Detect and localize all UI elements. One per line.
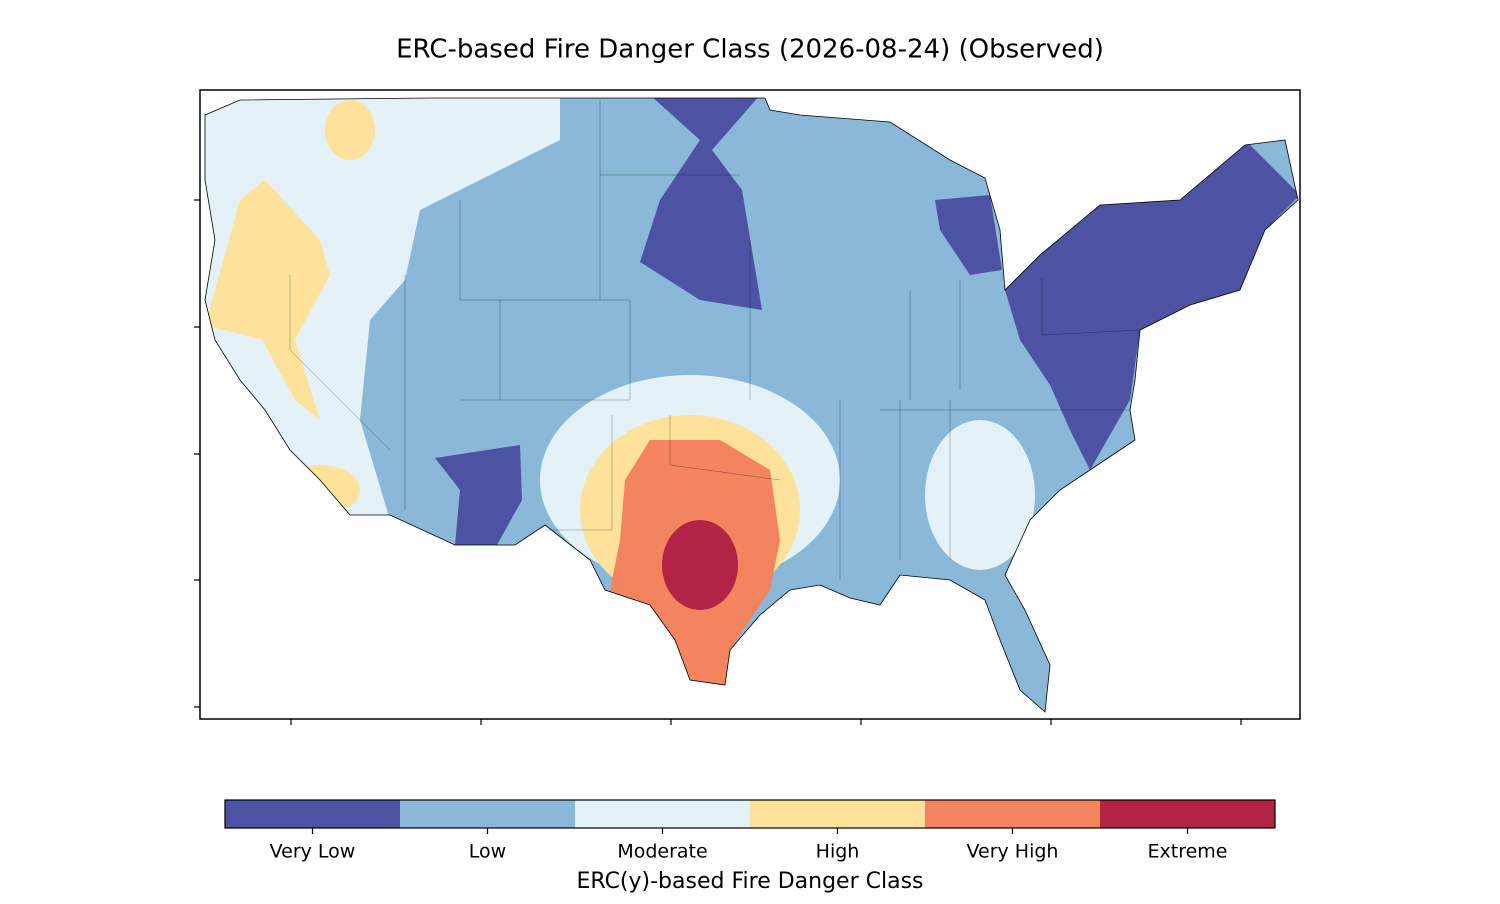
colorbar-segment: [575, 800, 751, 828]
region-very-low: [435, 445, 522, 545]
colorbar: Very Low Low Moderate High Very High Extreme: [225, 800, 1276, 863]
colorbar-class-label: Very High: [967, 841, 1059, 863]
colorbar-segment: [1100, 800, 1276, 828]
colorbar-segment: [925, 800, 1101, 828]
region-very-low: [935, 195, 1002, 275]
region-moderate: [925, 420, 1035, 570]
region-very-low: [640, 98, 762, 310]
colorbar-class-label: Moderate: [617, 841, 707, 863]
colorbar-segment: [225, 800, 401, 828]
region-high: [325, 100, 375, 160]
colorbar-frame: [224, 799, 1276, 829]
colorbar-segment: [750, 800, 926, 828]
colorbar-class-label: Low: [469, 841, 506, 863]
region-extreme: [662, 520, 738, 610]
frame-ticks: [194, 199, 1242, 725]
colorbar-class-label: Very Low: [270, 841, 356, 863]
colorbar-class-label: Extreme: [1148, 841, 1228, 863]
map-title: ERC-based Fire Danger Class (2026-08-24)…: [396, 35, 1104, 65]
region-moderate: [205, 98, 560, 520]
state-borders: [289, 100, 1141, 580]
region-high: [205, 180, 330, 420]
colorbar-label: ERC(y)-based Fire Danger Class: [576, 869, 923, 894]
colorbar-segment: [400, 800, 576, 828]
colorbar-class-label: High: [816, 841, 860, 863]
map-frame: [199, 89, 1301, 720]
